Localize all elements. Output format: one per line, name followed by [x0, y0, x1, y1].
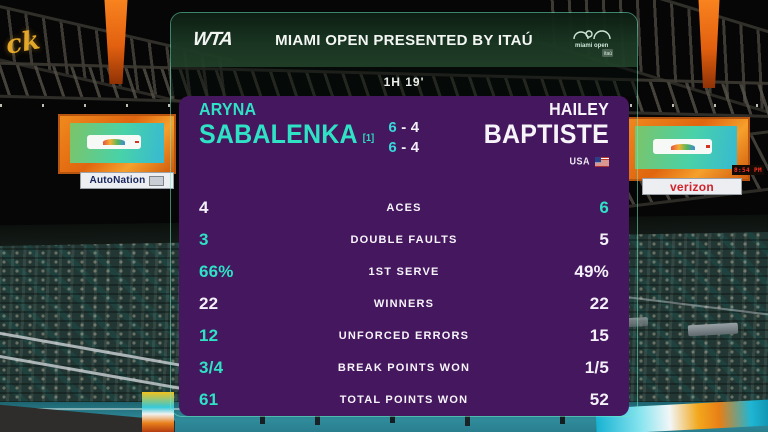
- stat-row-double-faults: 3 DOUBLE FAULTS 5: [199, 230, 609, 249]
- autonation-banner: AutoNation: [80, 172, 174, 189]
- player-right-country: USA: [484, 157, 609, 167]
- stat-row-first-serve: 66% 1ST SERVE 49%: [199, 262, 609, 281]
- match-stats-panel: WTA MIAMI OPEN PRESENTED BY ITAÚ miami o…: [170, 12, 638, 417]
- stat-row-aces: 4 ACES 6: [199, 198, 609, 217]
- autonation-label: AutoNation: [89, 175, 146, 186]
- player-right-first: HAILEY: [549, 100, 609, 120]
- jumbotron-card: [87, 134, 142, 149]
- panel-header: WTA MIAMI OPEN PRESENTED BY ITAÚ miami o…: [171, 13, 637, 67]
- stat-row-unforced-errors: 12 UNFORCED ERRORS 15: [199, 326, 609, 345]
- player-left-last: SABALENKA [1]: [199, 119, 375, 150]
- sponsor-chip: [135, 140, 140, 144]
- player-right-last: BAPTISTE: [483, 119, 609, 150]
- jumbotron-screen: [635, 126, 737, 170]
- miami-logo-sponsor: itaú: [604, 51, 612, 57]
- jumbotron-left: [58, 114, 176, 174]
- jumbotron-right: [622, 117, 750, 181]
- stadium-sign: ck: [3, 25, 43, 61]
- player-left-seed: [1]: [362, 132, 375, 144]
- led-banner-left: [142, 392, 174, 432]
- jumbotron-screen: [70, 122, 164, 164]
- player-left-first: ARYNA: [199, 100, 257, 120]
- miami-open-rainbow-icon: [671, 143, 695, 151]
- miami-open-logo: miami open itaú: [573, 30, 613, 57]
- miami-open-rainbow-icon: [103, 138, 125, 146]
- verizon-banner: verizon: [642, 178, 742, 195]
- usa-flag-icon: [595, 157, 609, 167]
- screen-tag: [149, 175, 165, 186]
- jumbotron-card: [653, 139, 713, 154]
- match-elapsed-time: 1H 19': [171, 67, 637, 96]
- player-right-name: HAILEY BAPTISTE USA: [483, 100, 609, 167]
- set-2-score: 6-4: [388, 139, 420, 156]
- wta-logo: WTA: [191, 29, 234, 50]
- stat-rows: 4 ACES 6 3 DOUBLE FAULTS 5 66% 1ST SERVE…: [179, 192, 629, 416]
- stats-box: ARYNA SABALENKA [1] 6-4 6-4 HAILEY BAPTIS…: [179, 96, 629, 416]
- stat-row-winners: 22 WINNERS 22: [199, 294, 609, 313]
- tournament-title: MIAMI OPEN PRESENTED BY ITAÚ: [275, 31, 533, 49]
- verizon-label: verizon: [669, 179, 715, 194]
- court-silhouettes: [260, 414, 265, 424]
- orange-pillar: [698, 0, 720, 88]
- miami-logo-text: miami open: [575, 43, 609, 49]
- orange-pillar: [104, 0, 128, 84]
- stadium-clock: 8:54 PM: [732, 165, 764, 175]
- set-scores: 6-4 6-4: [388, 118, 419, 158]
- stat-row-total-points: 61 TOTAL POINTS WON 52: [199, 390, 609, 409]
- player-left-name: ARYNA SABALENKA [1]: [199, 100, 375, 150]
- set-1-score: 6-4: [388, 119, 420, 136]
- sponsor-chip: [705, 145, 711, 148]
- stat-row-break-points: 3/4 BREAK POINTS WON 1/5: [199, 358, 609, 377]
